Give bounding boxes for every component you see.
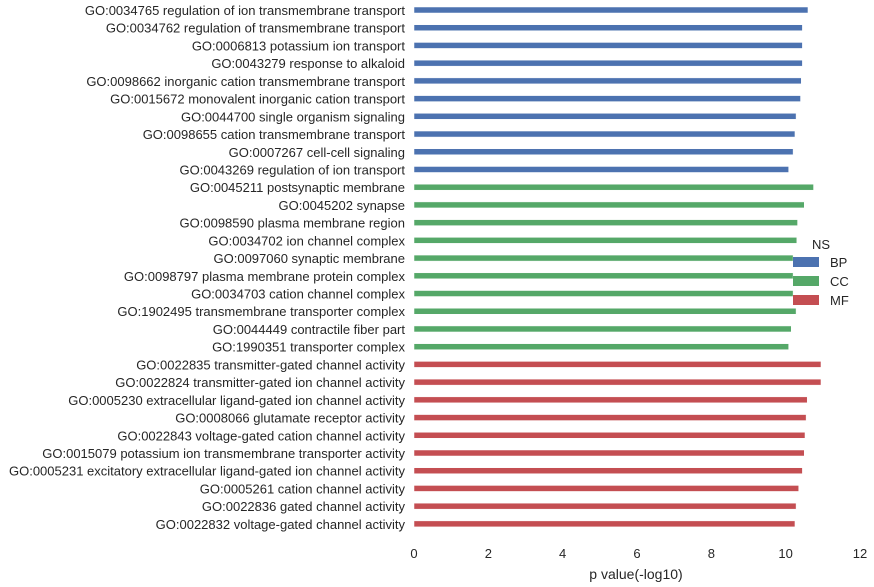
legend-swatch-bp <box>793 257 819 267</box>
bars-group <box>413 6 822 528</box>
category-label: GO:0034703 cation channel complex <box>191 287 405 302</box>
legend-label-cc: CC <box>830 274 849 289</box>
bar-mf <box>413 520 796 528</box>
bar-cc <box>413 254 794 262</box>
category-label: GO:0098797 plasma membrane protein compl… <box>124 269 406 284</box>
category-label: GO:0022832 voltage-gated channel activit… <box>156 517 406 532</box>
category-label: GO:0015079 potassium ion transmembrane t… <box>42 446 405 461</box>
bar-bp <box>413 113 797 120</box>
category-label: GO:0034762 regulation of transmembrane t… <box>106 21 406 36</box>
category-label: GO:0045202 synapse <box>279 198 405 213</box>
category-label: GO:0006813 potassium ion transport <box>192 38 406 53</box>
legend-swatch-mf <box>793 295 819 305</box>
category-label: GO:0098655 cation transmembrane transpor… <box>143 127 406 142</box>
bar-mf <box>413 467 803 474</box>
category-label: GO:0044449 contractile fiber part <box>213 322 406 337</box>
category-labels-group: GO:0034765 regulation of ion transmembra… <box>9 3 406 532</box>
bar-bp <box>413 42 803 49</box>
bar-mf <box>413 432 806 439</box>
bar-cc <box>413 307 797 315</box>
category-label: GO:0007267 cell-cell signaling <box>229 145 405 160</box>
bar-bp <box>413 130 796 138</box>
bar-mf <box>413 361 822 368</box>
bar-mf <box>413 485 799 492</box>
category-label: GO:0022836 gated channel activity <box>202 499 406 514</box>
category-label: GO:0044700 single organism signaling <box>181 109 405 124</box>
bar-cc <box>413 272 794 280</box>
x-tick-label: 2 <box>485 546 492 561</box>
bar-mf <box>413 449 805 457</box>
legend-label-bp: BP <box>830 255 847 270</box>
x-tick-label: 8 <box>708 546 715 561</box>
category-label: GO:0098590 plasma membrane region <box>180 216 405 231</box>
category-label: GO:1990351 transporter complex <box>212 340 405 355</box>
legend-swatch-cc <box>793 276 819 286</box>
category-label: GO:0034702 ion channel complex <box>208 233 405 248</box>
category-label: GO:0043269 regulation of ion transport <box>180 162 406 177</box>
x-tick-label: 10 <box>778 546 792 561</box>
bar-cc <box>413 201 805 209</box>
bar-cc <box>413 219 798 226</box>
x-ticks-group: 0 2 4 6 8 10 12 <box>410 546 867 561</box>
category-label: GO:0043279 response to alkaloid <box>211 56 405 71</box>
bar-bp <box>413 166 789 173</box>
bar-cc <box>413 290 794 297</box>
bar-bp <box>413 95 801 102</box>
x-tick-label: 6 <box>633 546 640 561</box>
legend-label-mf: MF <box>830 293 849 308</box>
x-tick-label: 4 <box>559 546 566 561</box>
category-label: GO:0005231 excitatory extracellular liga… <box>9 464 406 479</box>
legend-title: NS <box>812 237 830 252</box>
bar-mf <box>413 396 808 404</box>
category-label: GO:0098662 inorganic cation transmembran… <box>86 74 405 89</box>
bar-mf <box>413 502 797 510</box>
category-label: GO:0022835 transmitter-gated channel act… <box>136 357 405 372</box>
category-label: GO:0015672 monovalent inorganic cation t… <box>110 92 405 107</box>
category-label: GO:1902495 transmembrane transporter com… <box>117 304 405 319</box>
bar-bp <box>413 77 802 85</box>
bar-bp <box>413 59 803 67</box>
category-label: GO:0005230 extracellular ligand-gated io… <box>68 393 405 408</box>
bar-bp <box>413 148 794 156</box>
bar-bp <box>413 6 809 14</box>
category-label: GO:0045211 postsynaptic membrane <box>190 180 405 195</box>
category-label: GO:0022843 voltage-gated cation channel … <box>117 428 405 443</box>
bar-mf <box>413 378 822 386</box>
bar-cc <box>413 343 789 350</box>
legend: NS BP CC MF <box>793 237 849 308</box>
category-label: GO:0022824 transmitter-gated ion channel… <box>115 375 405 390</box>
bar-cc <box>413 183 814 191</box>
bar-cc <box>413 237 798 244</box>
category-label: GO:0008066 glutamate receptor activity <box>175 411 405 426</box>
bar-bp <box>413 24 803 31</box>
bar-mf <box>413 414 807 421</box>
category-label: GO:0005261 cation channel activity <box>200 481 406 496</box>
x-tick-label: 0 <box>410 546 417 561</box>
bar-cc <box>413 325 792 333</box>
category-label: GO:0034765 regulation of ion transmembra… <box>85 3 406 18</box>
x-tick-label: 12 <box>853 546 867 561</box>
category-label: GO:0097060 synaptic membrane <box>214 251 406 266</box>
x-axis-label: p value(-log10) <box>589 566 682 582</box>
